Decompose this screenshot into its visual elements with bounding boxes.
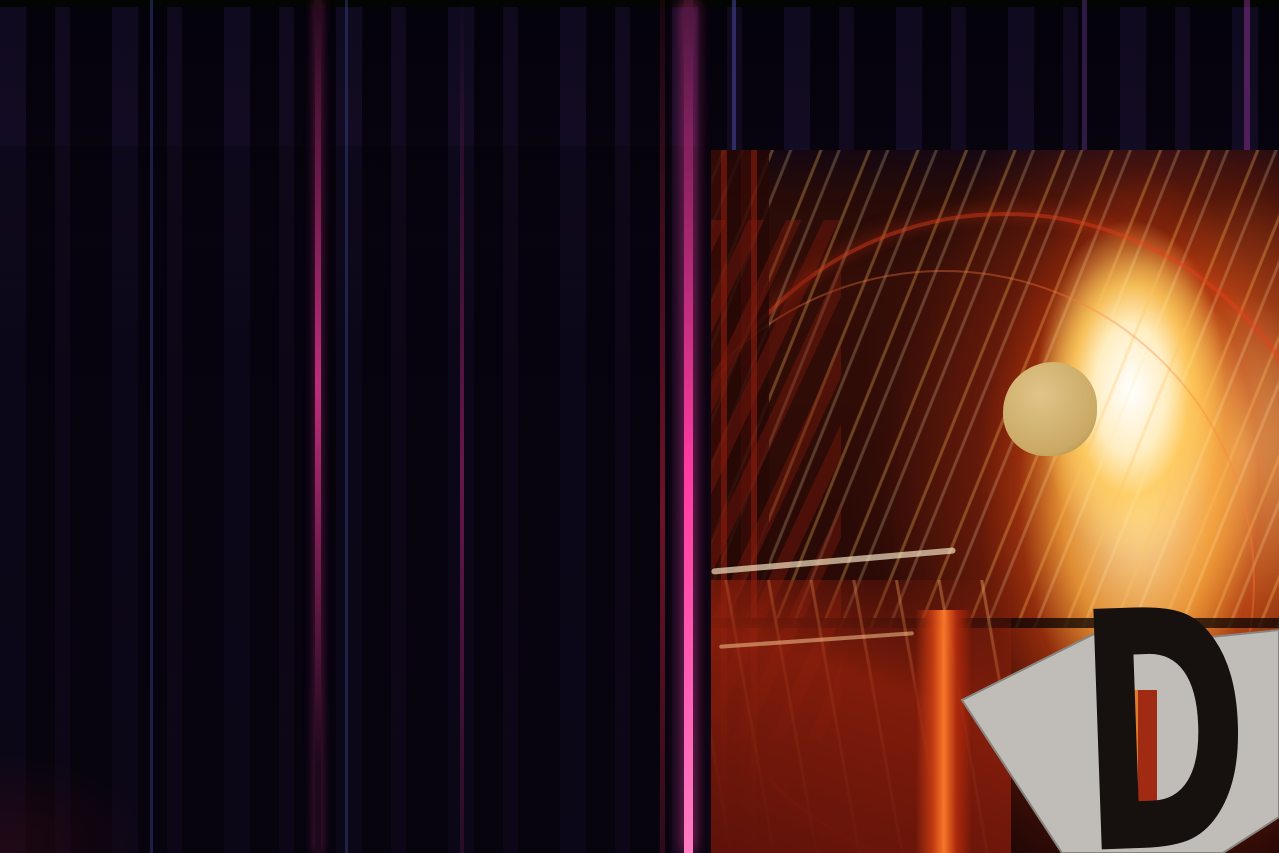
blue-light-streak bbox=[345, 0, 348, 853]
scoreboard-shadow-area bbox=[0, 146, 708, 853]
logo-counter-glow bbox=[1125, 690, 1138, 808]
stage-arc-light bbox=[711, 212, 1279, 853]
stage-photo: D bbox=[711, 150, 1279, 853]
blue-light-streak bbox=[150, 0, 153, 853]
frame-top-edge bbox=[0, 0, 1279, 7]
dora-logo-letter: D bbox=[1072, 538, 1255, 853]
dora-logo-shield: D bbox=[960, 538, 1279, 853]
pink-light-streak bbox=[684, 0, 693, 853]
host-red-dress-hair bbox=[1003, 362, 1097, 456]
red-light-streak bbox=[660, 0, 665, 853]
orange-light-column bbox=[915, 610, 973, 853]
pink-light-streak bbox=[460, 0, 464, 853]
pink-light-streak bbox=[315, 0, 321, 853]
